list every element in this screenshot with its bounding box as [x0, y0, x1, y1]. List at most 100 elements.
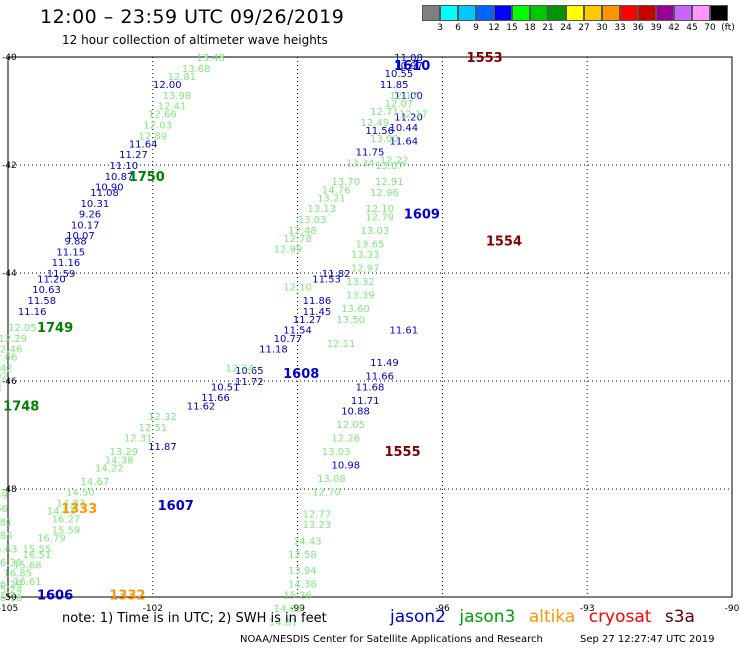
scale-label: 6: [455, 23, 461, 33]
legend-cryosat: cryosat: [588, 607, 652, 627]
data-point-jason3: 12.49: [361, 118, 390, 129]
scale-label: 36: [632, 23, 644, 33]
data-point-jason2: 11.86: [303, 296, 332, 307]
data-point-jason2: 11.66: [365, 372, 394, 383]
pass-label: 1609: [404, 208, 440, 223]
data-point-jason3: 15.24: [0, 585, 22, 596]
data-point-jason2: 11.64: [129, 139, 158, 150]
data-point-jason3: 13.33: [351, 250, 380, 261]
scale-label: 12: [488, 23, 500, 33]
data-point-jason2: 10.98: [332, 461, 361, 472]
scale-swatch: [458, 5, 476, 21]
scale-label: 45: [686, 23, 698, 33]
data-point-jason3: 14.22: [95, 463, 124, 474]
data-point-jason2: 11.75: [356, 148, 385, 159]
footer-credit: NOAA/NESDIS Center for Satellite Applica…: [240, 634, 543, 645]
scale-swatch: [692, 5, 710, 21]
data-point-jason2: 10.77: [274, 334, 303, 345]
scale-label: 30: [596, 23, 608, 33]
pass-label: 1606: [37, 588, 73, 603]
data-point-jason2: 10.51: [211, 382, 240, 393]
data-point-jason3: 13.39: [346, 291, 375, 302]
scale-swatch: [638, 5, 656, 21]
data-point-jason3: 13.00: [370, 134, 399, 145]
data-point-jason2: 11.59: [47, 269, 76, 280]
data-point-jason3: 14.73: [47, 507, 76, 518]
data-point-jason2: 11.53: [312, 274, 341, 285]
data-point-jason3: 15.59: [52, 526, 81, 537]
data-point-jason3: 16.39: [0, 558, 22, 569]
pass-label: 1332: [109, 588, 145, 603]
data-point-jason2: 11.85: [380, 80, 409, 91]
pass-label: 1553: [467, 51, 503, 66]
data-point-jason3: 14.38: [288, 580, 317, 591]
x-tick-label: -96: [435, 604, 450, 614]
footer-note: note: 1) Time is in UTC; 2) SWH is in fe…: [62, 611, 327, 626]
data-point-jason3: 13.08: [317, 474, 346, 485]
scale-swatch: [584, 5, 602, 21]
data-point-jason3: 15.68: [13, 561, 42, 572]
scale-swatch: [422, 5, 440, 21]
data-point-jason3: 12.89: [138, 131, 167, 142]
data-point-jason3: 13.60: [341, 304, 370, 315]
data-point-jason3: 13.21: [317, 193, 346, 204]
data-point-jason3: 16.61: [13, 577, 42, 588]
data-point-jason3: 13.03: [298, 215, 327, 226]
data-point-jason3: 16.85: [3, 569, 32, 580]
scale-swatch: [476, 5, 494, 21]
scale-swatch: [548, 5, 566, 21]
footer-timestamp: Sep 27 12:27:47 UTC 2019: [580, 634, 715, 645]
data-point-jason3: 16.16: [0, 593, 22, 604]
data-point-jason3: 14.81: [0, 382, 3, 393]
pass-label: 1607: [158, 499, 194, 514]
scale-label: 27: [578, 23, 590, 33]
data-point-jason2: 11.49: [370, 358, 399, 369]
data-point-jason3: 12.77: [303, 509, 332, 520]
data-point-jason3: 12.10: [283, 283, 312, 294]
data-point-jason3: 13.07: [375, 161, 404, 172]
data-point-jason3: 13.50: [336, 315, 365, 326]
data-point-jason3: 13.42: [0, 364, 13, 375]
data-point-jason2: 12.00: [153, 80, 182, 91]
data-point-jason3: 12.58: [288, 550, 317, 561]
data-point-jason2: 11.27: [119, 150, 148, 161]
data-point-jason3: 16.51: [23, 550, 52, 561]
data-point-jason3: 13.92: [0, 372, 8, 383]
data-point-jason3: 12.24: [225, 364, 254, 375]
pass-label: 1554: [486, 235, 522, 250]
data-point-jason3: 16.81: [0, 517, 13, 528]
scale-swatch: [710, 5, 728, 21]
data-point-jason3: 16.29: [0, 580, 22, 591]
scale-label: 24: [560, 23, 572, 33]
data-point-jason3: 13.23: [303, 520, 332, 531]
data-point-jason2: 11.72: [235, 377, 264, 388]
data-point-jason3: 13.68: [182, 64, 211, 75]
data-point-jason3: 12.99: [274, 245, 303, 256]
data-point-jason2: 9.88: [64, 237, 86, 248]
data-point-jason2: 10.55: [385, 69, 414, 80]
scale-label: 3: [437, 23, 443, 33]
data-point-jason2: 11.82: [322, 269, 351, 280]
data-point-jason2: 11.45: [303, 307, 332, 318]
scale-swatch: [566, 5, 584, 21]
data-point-jason3: 16.27: [52, 515, 81, 526]
data-point-jason2: 11.20: [37, 274, 66, 285]
data-point-jason2: 11.87: [148, 442, 177, 453]
data-point-jason2: 11.62: [187, 401, 216, 412]
data-point-jason2: 11.16: [18, 307, 47, 318]
data-point-jason2: 11.61: [389, 326, 418, 337]
data-point-jason3: 15.63: [0, 544, 17, 555]
pass-label: 1749: [37, 321, 73, 336]
data-point-jason2: 11.68: [356, 382, 385, 393]
legend: jason2 jason3 altika cryosat s3a: [390, 607, 703, 627]
data-point-jason3: 12.29: [0, 334, 27, 345]
scale-label: 15: [506, 23, 518, 33]
data-point-jason3: 16.79: [37, 534, 66, 545]
data-point-jason2: 11.66: [201, 393, 230, 404]
scale-swatch: [512, 5, 530, 21]
scale-label: 9: [473, 23, 479, 33]
data-point-jason2: 11.00: [394, 91, 423, 102]
scale-swatch: [530, 5, 548, 21]
pass-label: 1555: [384, 445, 420, 460]
